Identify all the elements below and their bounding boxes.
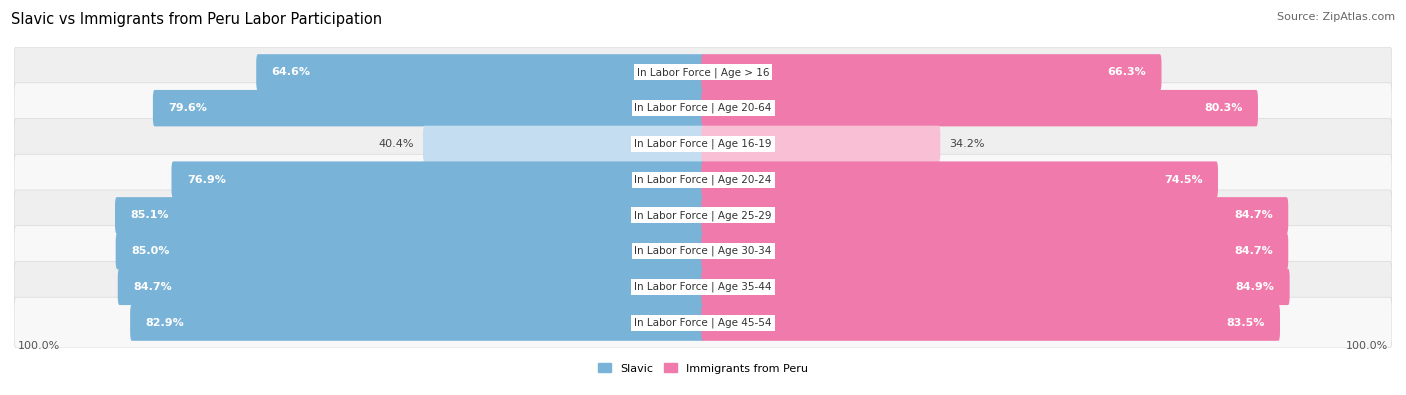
Text: Slavic vs Immigrants from Peru Labor Participation: Slavic vs Immigrants from Peru Labor Par…	[11, 12, 382, 27]
FancyBboxPatch shape	[702, 233, 1288, 269]
Text: In Labor Force | Age 20-64: In Labor Force | Age 20-64	[634, 103, 772, 113]
FancyBboxPatch shape	[702, 269, 1289, 305]
FancyBboxPatch shape	[702, 305, 1279, 341]
FancyBboxPatch shape	[14, 83, 1392, 134]
FancyBboxPatch shape	[153, 90, 704, 126]
Text: In Labor Force | Age 35-44: In Labor Force | Age 35-44	[634, 282, 772, 292]
Text: 64.6%: 64.6%	[271, 68, 311, 77]
Text: 79.6%: 79.6%	[169, 103, 207, 113]
Text: In Labor Force | Age 25-29: In Labor Force | Age 25-29	[634, 210, 772, 221]
Text: 76.9%: 76.9%	[187, 175, 226, 184]
Text: 34.2%: 34.2%	[949, 139, 984, 149]
Text: In Labor Force | Age 16-19: In Labor Force | Age 16-19	[634, 139, 772, 149]
FancyBboxPatch shape	[702, 162, 1218, 198]
FancyBboxPatch shape	[14, 261, 1392, 312]
FancyBboxPatch shape	[702, 126, 941, 162]
FancyBboxPatch shape	[172, 162, 704, 198]
FancyBboxPatch shape	[118, 269, 704, 305]
FancyBboxPatch shape	[131, 305, 704, 341]
Text: 74.5%: 74.5%	[1164, 175, 1202, 184]
Text: 82.9%: 82.9%	[146, 318, 184, 327]
FancyBboxPatch shape	[702, 90, 1258, 126]
Text: Source: ZipAtlas.com: Source: ZipAtlas.com	[1277, 12, 1395, 22]
FancyBboxPatch shape	[14, 47, 1392, 98]
Text: 66.3%: 66.3%	[1108, 68, 1146, 77]
FancyBboxPatch shape	[14, 226, 1392, 276]
FancyBboxPatch shape	[14, 297, 1392, 348]
FancyBboxPatch shape	[115, 197, 704, 233]
Text: 84.7%: 84.7%	[1234, 246, 1272, 256]
FancyBboxPatch shape	[702, 197, 1288, 233]
Text: In Labor Force | Age 30-34: In Labor Force | Age 30-34	[634, 246, 772, 256]
Text: 40.4%: 40.4%	[378, 139, 415, 149]
FancyBboxPatch shape	[14, 154, 1392, 205]
Text: In Labor Force | Age 45-54: In Labor Force | Age 45-54	[634, 317, 772, 328]
Text: 80.3%: 80.3%	[1204, 103, 1243, 113]
Text: 83.5%: 83.5%	[1226, 318, 1264, 327]
FancyBboxPatch shape	[14, 190, 1392, 241]
FancyBboxPatch shape	[115, 233, 704, 269]
Text: 85.0%: 85.0%	[131, 246, 170, 256]
Text: In Labor Force | Age > 16: In Labor Force | Age > 16	[637, 67, 769, 78]
Text: 100.0%: 100.0%	[17, 341, 59, 351]
Text: 84.7%: 84.7%	[1234, 211, 1272, 220]
Text: 85.1%: 85.1%	[131, 211, 169, 220]
Text: 84.9%: 84.9%	[1236, 282, 1274, 292]
FancyBboxPatch shape	[256, 54, 704, 90]
Legend: Slavic, Immigrants from Peru: Slavic, Immigrants from Peru	[593, 359, 813, 378]
Text: 84.7%: 84.7%	[134, 282, 172, 292]
FancyBboxPatch shape	[14, 118, 1392, 169]
FancyBboxPatch shape	[702, 54, 1161, 90]
FancyBboxPatch shape	[423, 126, 704, 162]
Text: In Labor Force | Age 20-24: In Labor Force | Age 20-24	[634, 174, 772, 185]
Text: 100.0%: 100.0%	[1347, 341, 1389, 351]
